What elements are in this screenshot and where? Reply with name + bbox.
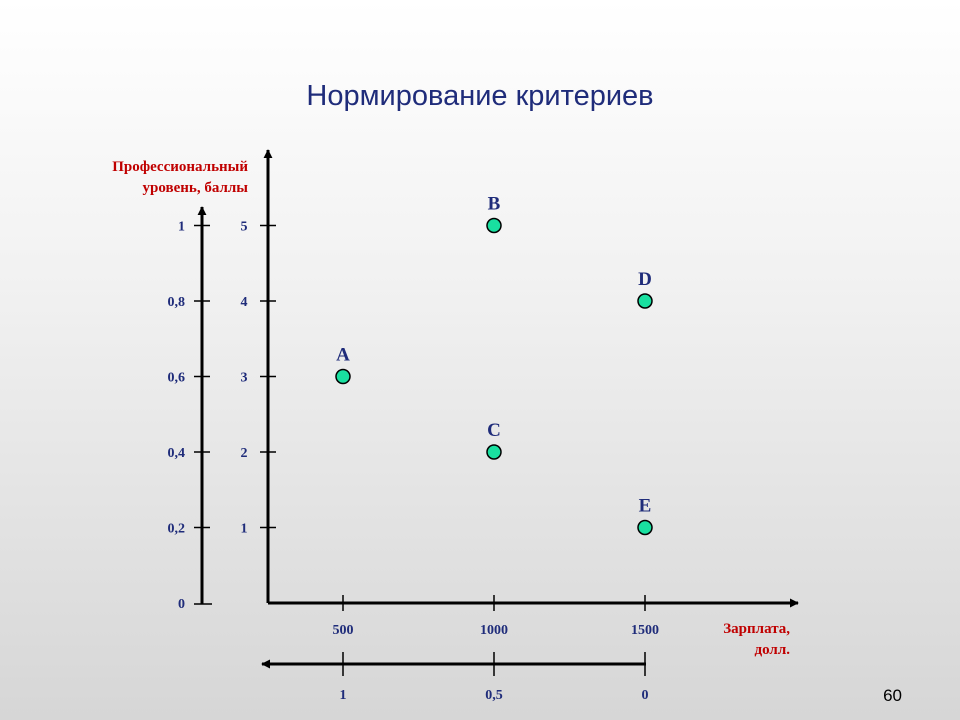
normalized-x-tick-label: 1	[340, 688, 347, 703]
data-point-label-b: B	[488, 194, 501, 215]
normalized-y-tick-label: 0,6	[168, 371, 186, 386]
normalized-y-tick-label: 1	[178, 220, 185, 235]
y-axis-title: Профессиональный уровень, баллы	[112, 159, 248, 196]
y-tick-label: 1	[241, 522, 248, 537]
normalized-y-tick-label: 0,4	[168, 446, 186, 461]
x-tick-label: 500	[333, 623, 354, 638]
data-point-label-d: D	[638, 269, 652, 290]
normalized-x-tick-label: 0	[642, 688, 649, 703]
normalized-y-tick-label: 0,2	[168, 522, 186, 537]
x-axis-title: Зарплата, долл.	[723, 621, 790, 658]
page-number: 60	[883, 686, 902, 705]
x-tick-label: 1500	[631, 623, 659, 638]
slide-title: Нормирование критериев	[306, 80, 654, 112]
x-tick-label: 1000	[480, 623, 508, 638]
normalized-y-tick-label: 0	[178, 597, 185, 612]
y-tick-label: 4	[241, 295, 248, 310]
data-point-b	[486, 217, 502, 234]
normalized-x-tick-label: 0,5	[485, 688, 503, 703]
data-point-e	[637, 519, 653, 536]
data-point-d	[637, 293, 653, 309]
y-tick-label: 3	[241, 371, 248, 386]
data-point-label-e: E	[639, 496, 652, 517]
y-tick-label: 5	[241, 220, 248, 235]
normalized-y-tick-label: 0,8	[168, 295, 186, 310]
data-point-label-c: C	[487, 420, 501, 441]
y-tick-label: 2	[241, 446, 248, 461]
data-point-c	[486, 444, 502, 460]
data-point-a	[335, 368, 351, 385]
data-point-label-a: A	[336, 345, 350, 366]
